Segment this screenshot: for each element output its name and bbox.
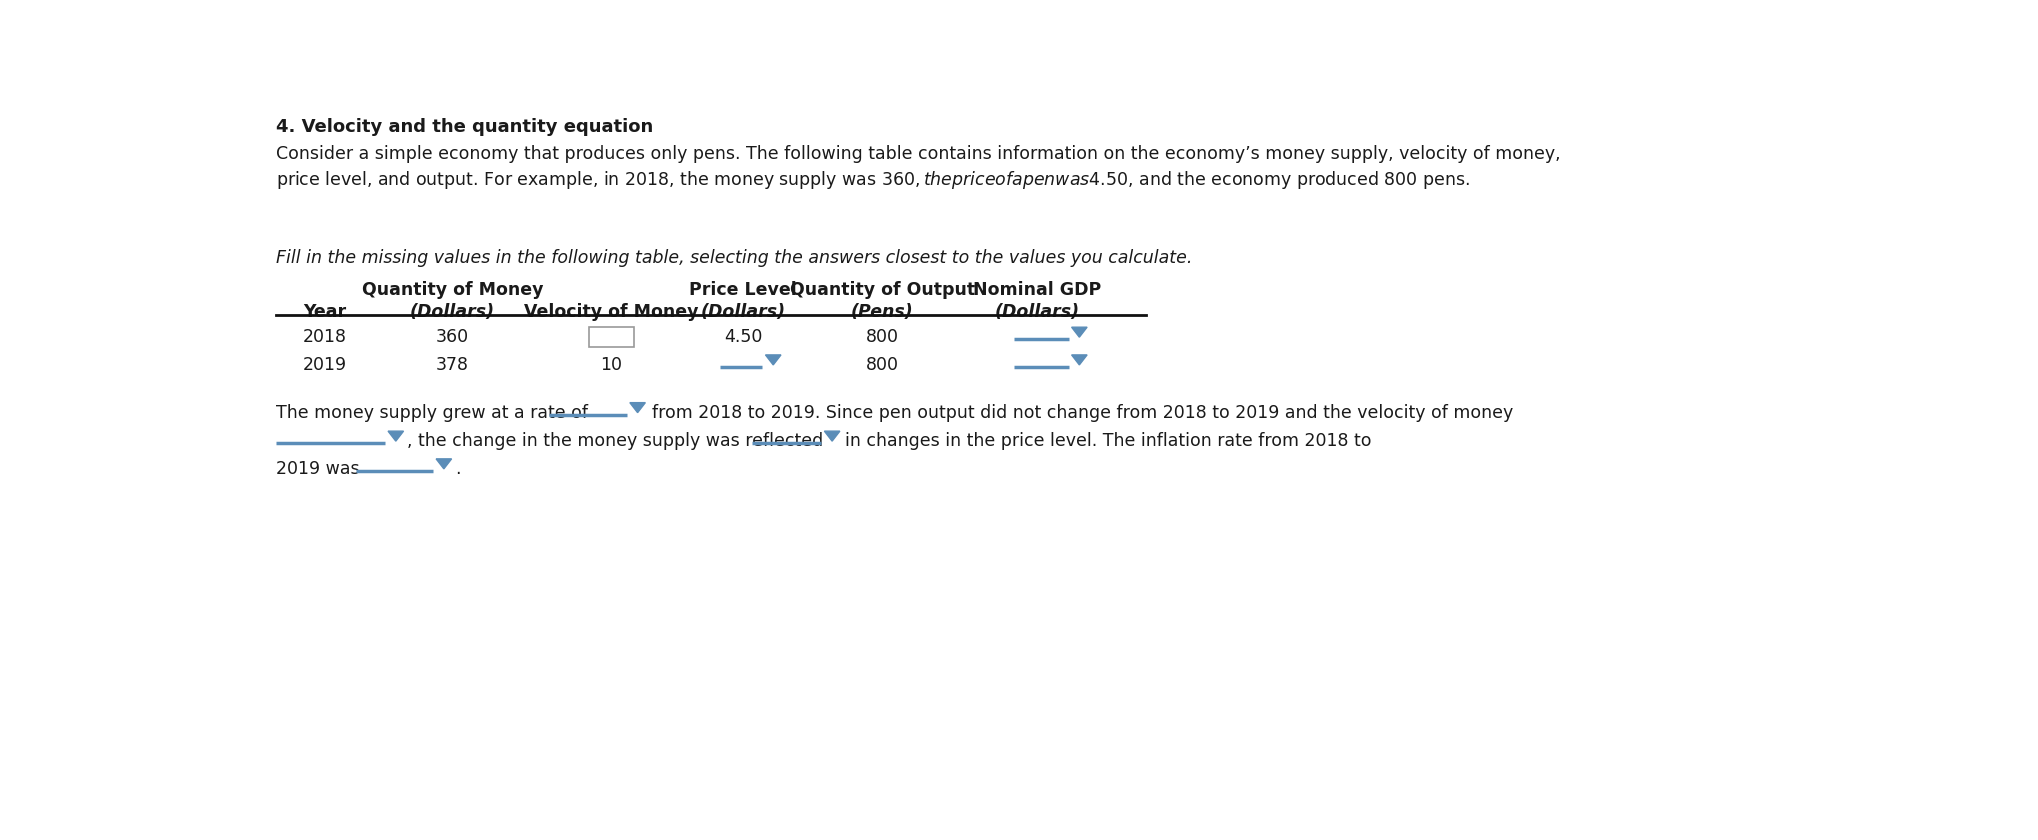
Text: (Dollars): (Dollars) xyxy=(410,302,495,321)
Text: Quantity of Output: Quantity of Output xyxy=(791,281,974,299)
Text: 378: 378 xyxy=(436,356,469,374)
Polygon shape xyxy=(436,459,452,469)
Polygon shape xyxy=(1072,327,1086,337)
Text: Fill in the missing values in the following table, selecting the answers closest: Fill in the missing values in the follow… xyxy=(277,249,1192,266)
Text: Consider a simple economy that produces only pens. The following table contains : Consider a simple economy that produces … xyxy=(277,145,1561,164)
Polygon shape xyxy=(630,402,646,412)
Text: 360: 360 xyxy=(436,328,469,346)
Text: , the change in the money supply was reflected: , the change in the money supply was ref… xyxy=(408,432,823,450)
Polygon shape xyxy=(1072,354,1086,365)
Text: 2019 was: 2019 was xyxy=(277,459,361,478)
Text: 4.50: 4.50 xyxy=(723,328,762,346)
Text: price level, and output. For example, in 2018, the money supply was $360, the pr: price level, and output. For example, in… xyxy=(277,169,1469,191)
Text: Velocity of Money: Velocity of Money xyxy=(524,302,699,321)
Text: 2019: 2019 xyxy=(302,356,346,374)
Text: Year: Year xyxy=(304,302,346,321)
Polygon shape xyxy=(825,431,840,441)
Polygon shape xyxy=(766,354,781,365)
Text: The money supply grew at a rate of: The money supply grew at a rate of xyxy=(277,404,589,422)
Bar xyxy=(589,327,634,347)
Text: 800: 800 xyxy=(866,356,899,374)
Text: from 2018 to 2019. Since pen output did not change from 2018 to 2019 and the vel: from 2018 to 2019. Since pen output did … xyxy=(652,404,1512,422)
Text: (Dollars): (Dollars) xyxy=(995,302,1080,321)
Polygon shape xyxy=(387,431,404,441)
Text: .: . xyxy=(454,459,461,478)
Text: 800: 800 xyxy=(866,328,899,346)
Text: Nominal GDP: Nominal GDP xyxy=(974,281,1103,299)
Text: (Pens): (Pens) xyxy=(852,302,913,321)
Text: (Dollars): (Dollars) xyxy=(701,302,785,321)
Text: Price Level: Price Level xyxy=(689,281,797,299)
Text: 10: 10 xyxy=(601,356,622,374)
Text: in changes in the price level. The inflation rate from 2018 to: in changes in the price level. The infla… xyxy=(844,432,1372,450)
Text: Quantity of Money: Quantity of Money xyxy=(361,281,542,299)
Text: 2018: 2018 xyxy=(302,328,346,346)
Text: 4. Velocity and the quantity equation: 4. Velocity and the quantity equation xyxy=(277,118,654,136)
